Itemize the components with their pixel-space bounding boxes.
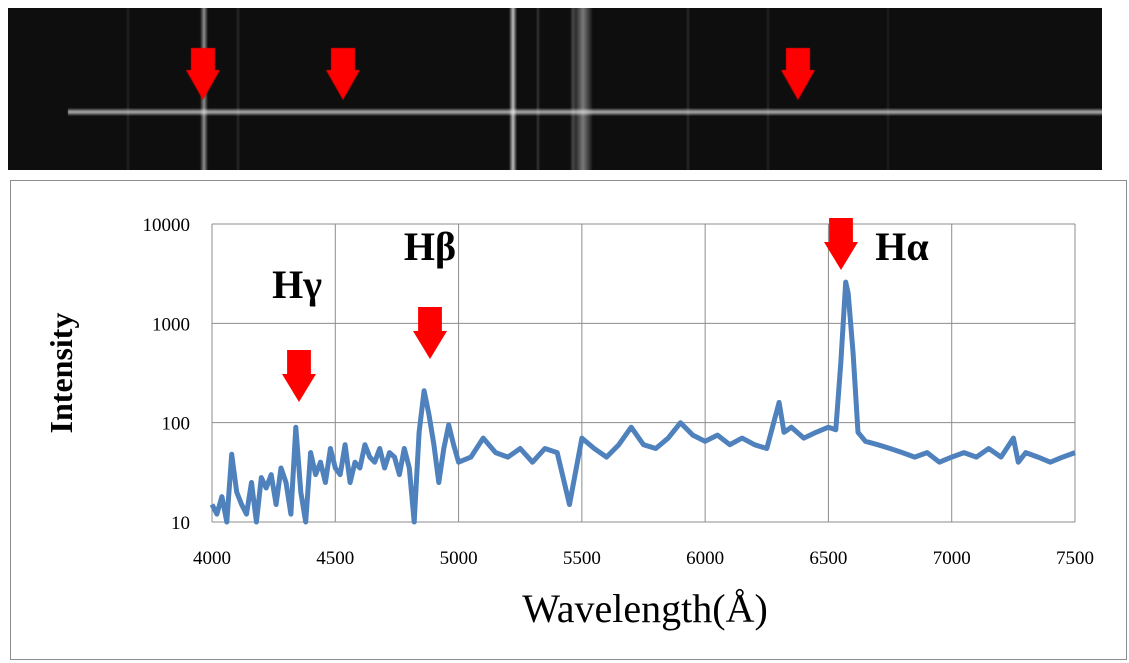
x-axis-label: Wavelength(Å) xyxy=(522,586,768,631)
line-arrow xyxy=(282,350,316,402)
y-tick-label: 10000 xyxy=(143,215,191,236)
y-tick-label: 10 xyxy=(171,513,190,534)
line-label: Hγ xyxy=(272,262,322,307)
x-tick-label: 4500 xyxy=(316,548,354,569)
spectrum-image xyxy=(8,8,1102,170)
line-label: Hβ xyxy=(404,224,456,269)
x-tick-label: 7000 xyxy=(933,548,971,569)
x-tick-label: 5500 xyxy=(563,548,601,569)
y-tick-label: 100 xyxy=(162,414,191,435)
series-line xyxy=(209,279,1076,525)
line-label: Hα xyxy=(875,224,928,269)
x-tick-label: 7500 xyxy=(1056,548,1094,569)
x-tick-label: 4000 xyxy=(193,548,231,569)
x-tick-label: 6000 xyxy=(686,548,724,569)
y-tick-label: 1000 xyxy=(152,314,190,335)
x-tick-label: 5000 xyxy=(440,548,478,569)
line-arrow xyxy=(824,218,858,270)
line-arrow xyxy=(413,307,447,359)
chart-frame xyxy=(10,180,1127,660)
x-tick-label: 6500 xyxy=(809,548,847,569)
y-axis-label: Intensity xyxy=(43,313,79,434)
